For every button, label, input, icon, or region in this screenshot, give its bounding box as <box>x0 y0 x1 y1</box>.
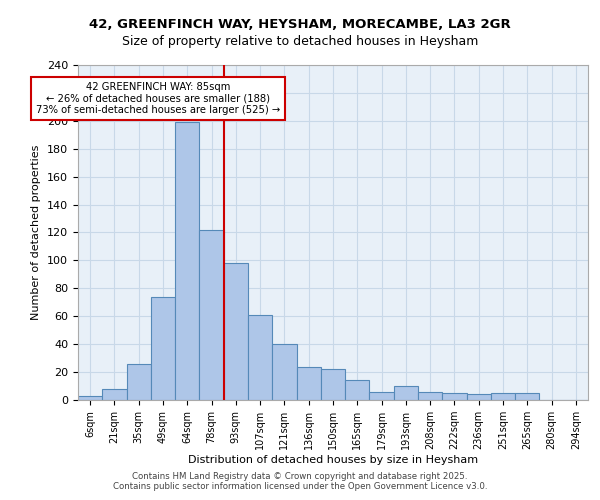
Bar <box>151 296 175 400</box>
Text: Contains HM Land Registry data © Crown copyright and database right 2025.
Contai: Contains HM Land Registry data © Crown c… <box>113 472 487 491</box>
Bar <box>175 122 199 400</box>
Bar <box>248 315 272 400</box>
Bar <box>102 389 127 400</box>
Text: 42, GREENFINCH WAY, HEYSHAM, MORECAMBE, LA3 2GR: 42, GREENFINCH WAY, HEYSHAM, MORECAMBE, … <box>89 18 511 30</box>
Bar <box>370 392 394 400</box>
Y-axis label: Number of detached properties: Number of detached properties <box>31 145 41 320</box>
Bar <box>467 394 491 400</box>
Text: 42 GREENFINCH WAY: 85sqm
← 26% of detached houses are smaller (188)
73% of semi-: 42 GREENFINCH WAY: 85sqm ← 26% of detach… <box>36 82 280 115</box>
Text: Size of property relative to detached houses in Heysham: Size of property relative to detached ho… <box>122 35 478 48</box>
Bar <box>394 386 418 400</box>
Bar <box>127 364 151 400</box>
Bar <box>515 393 539 400</box>
X-axis label: Distribution of detached houses by size in Heysham: Distribution of detached houses by size … <box>188 455 478 465</box>
Bar <box>418 392 442 400</box>
Bar <box>78 396 102 400</box>
Bar <box>442 393 467 400</box>
Bar <box>224 263 248 400</box>
Bar <box>321 370 345 400</box>
Bar <box>272 344 296 400</box>
Bar <box>199 230 224 400</box>
Bar <box>345 380 370 400</box>
Bar <box>296 366 321 400</box>
Bar <box>491 393 515 400</box>
